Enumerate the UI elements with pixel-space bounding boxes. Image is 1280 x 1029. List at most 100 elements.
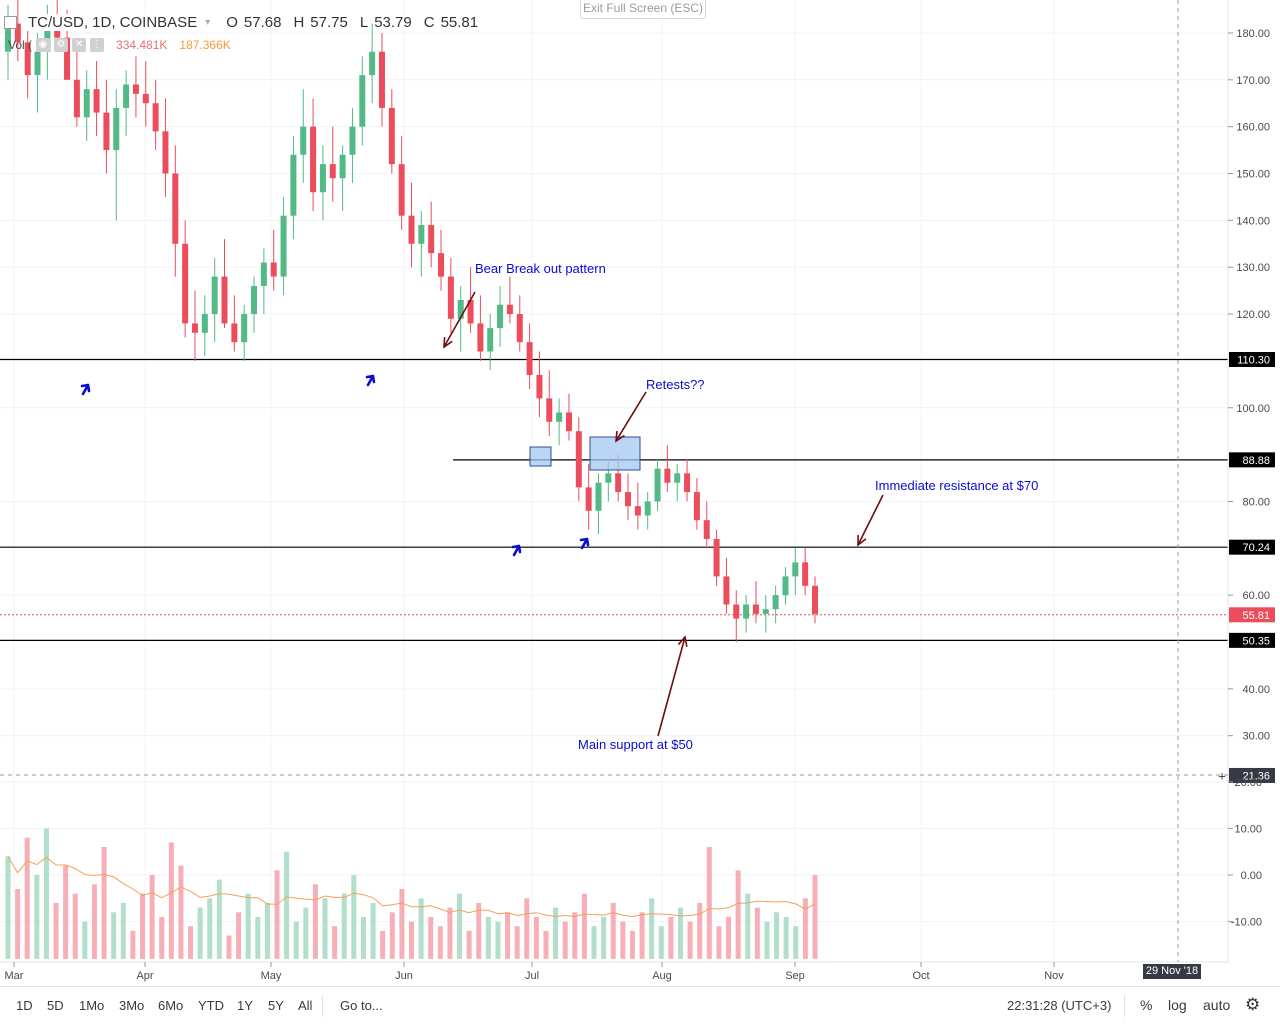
annotation-arrowhead	[615, 430, 625, 443]
timeframe-ytd[interactable]: YTD	[198, 998, 224, 1013]
candle-body	[703, 520, 710, 539]
settings-icon[interactable]: ⚙	[54, 38, 69, 52]
level-tag	[1229, 539, 1275, 555]
candle-body	[5, 23, 11, 52]
candle-body	[556, 412, 563, 422]
level-tag	[1229, 632, 1275, 648]
divider	[322, 995, 323, 1017]
price-tick-label: 30.00	[1242, 731, 1270, 743]
crosshair-value-label: 21.36	[1242, 770, 1270, 782]
volume-layer	[5, 828, 818, 959]
exit-fullscreen-button[interactable]: Exit Full Screen (ESC)	[580, 0, 706, 19]
price-tick-label: 130.00	[1236, 262, 1270, 274]
candle-body	[615, 473, 622, 493]
blue-arrow-icon	[511, 544, 522, 557]
annotation-arrowhead	[857, 534, 867, 547]
volume-bar	[476, 902, 482, 959]
candle-body	[378, 51, 385, 108]
candle-body	[300, 126, 307, 155]
auto-toggle[interactable]: auto	[1203, 997, 1231, 1013]
volume-bar	[726, 916, 732, 959]
timeframe-5y[interactable]: 5Y	[268, 998, 284, 1013]
volume-bar	[207, 898, 213, 959]
annotation-arrow	[857, 494, 884, 546]
annotation-arrow	[443, 291, 476, 348]
timeframe-5d[interactable]: 5D	[47, 998, 64, 1013]
level-tag	[1229, 452, 1275, 468]
volume-bar	[91, 884, 97, 959]
timeframe-6mo[interactable]: 6Mo	[158, 998, 184, 1013]
timeframe-1mo[interactable]: 1Mo	[79, 998, 105, 1013]
candle-body	[428, 225, 435, 254]
volume-bar	[63, 865, 69, 959]
goto-button[interactable]: Go to...	[340, 998, 383, 1013]
volume-bar	[5, 856, 11, 959]
candle-body	[497, 304, 504, 329]
candle-body	[73, 79, 80, 118]
time-tick-label: Oct	[912, 970, 929, 982]
volume-label[interactable]: Vol (	[8, 38, 33, 52]
candle-body	[280, 215, 287, 277]
level-tag-label: 50.35	[1242, 635, 1270, 647]
log-toggle[interactable]: log	[1168, 997, 1187, 1013]
candle-body	[398, 164, 405, 216]
annotation-retests: Retests??	[646, 377, 705, 392]
collapse-box-icon[interactable]	[4, 16, 17, 29]
time-tick-label: Mar	[5, 970, 24, 982]
price-tick-label: 40.00	[1242, 684, 1270, 696]
volume-bar	[485, 916, 491, 959]
candle-body	[113, 107, 120, 151]
volume-bar	[553, 907, 559, 959]
volume-bar	[706, 847, 712, 959]
crosshair-plus-icon[interactable]: +	[1218, 768, 1226, 783]
volume-bar	[793, 926, 799, 959]
candle-body	[595, 482, 602, 511]
symbol-legend: TC/USD, 1D, COINBASE ▾ O 57.68 H 57.75 L 53…	[4, 14, 484, 31]
volume-bar	[399, 888, 405, 959]
close-icon[interactable]: ✕	[72, 38, 87, 52]
low-label: L	[359, 14, 369, 31]
candle-body	[221, 276, 228, 324]
eye-icon[interactable]: ◉	[36, 38, 51, 52]
symbol-title[interactable]: TC/USD, 1D, COINBASE	[26, 14, 200, 31]
candle-body	[782, 576, 789, 596]
candle-body	[487, 328, 494, 352]
volume-bar	[111, 912, 117, 959]
candle-body	[644, 501, 651, 516]
volume-tick-label: 0.00	[1241, 870, 1262, 882]
volume-bar	[168, 842, 174, 959]
candle-body	[132, 84, 139, 94]
candle-body	[536, 374, 543, 399]
dropdown-chevron-icon[interactable]: ▾	[205, 17, 211, 28]
timeframe-1d[interactable]: 1D	[16, 998, 33, 1013]
timeframe-1y[interactable]: 1Y	[237, 998, 253, 1013]
candle-body	[64, 37, 71, 80]
divider	[1124, 995, 1125, 1017]
volume-bar	[149, 875, 155, 959]
settings-gear-icon[interactable]: ⚙	[1245, 995, 1261, 1014]
candle-body	[565, 412, 572, 432]
volume-bar	[639, 912, 645, 959]
timeframe-3mo[interactable]: 3Mo	[119, 998, 145, 1013]
volume-bar	[418, 898, 424, 959]
volume-bar	[774, 912, 780, 959]
candle-body	[772, 595, 779, 610]
percent-toggle[interactable]: %	[1140, 997, 1153, 1013]
crosshair-value-tag	[1229, 767, 1275, 783]
timeframe-all[interactable]: All	[298, 998, 313, 1013]
volume-bar	[82, 921, 88, 959]
annotation-arrow	[615, 391, 647, 442]
volume-bar	[514, 926, 520, 959]
volume-bar	[572, 912, 578, 959]
candle-body	[743, 604, 750, 619]
candle-body	[546, 398, 553, 422]
candle-body	[329, 164, 336, 179]
volume-bar	[216, 879, 222, 959]
volume-bar	[687, 921, 693, 959]
price-axis: 180.00 170.00 160.00 150.00 140.00 130.00 120.…	[1228, 28, 1270, 929]
more-icon[interactable]: ⋮	[90, 38, 105, 52]
annotation-arrow	[657, 636, 686, 737]
volume-bar	[716, 926, 722, 959]
